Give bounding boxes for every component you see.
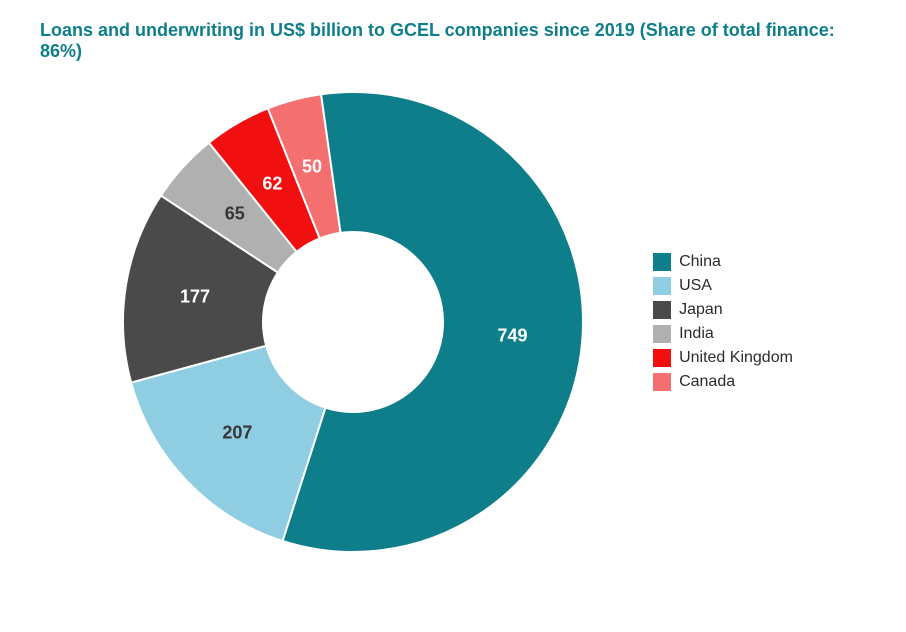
legend-label: Japan — [679, 301, 723, 319]
chart-title: Loans and underwriting in US$ billion to… — [40, 20, 866, 62]
legend-label: China — [679, 253, 721, 271]
legend-label: Canada — [679, 373, 735, 391]
slice-value-china: 749 — [497, 325, 527, 346]
slice-value-canada: 50 — [302, 157, 322, 178]
donut-chart: 749 207 177 65 62 50 — [113, 82, 593, 562]
legend-swatch — [653, 325, 671, 343]
slice-value-united-kingdom: 62 — [262, 173, 282, 194]
slice-value-usa: 207 — [222, 422, 252, 443]
legend-label: India — [679, 325, 714, 343]
chart-area: 749 207 177 65 62 50 China USA Japan India United… — [40, 82, 866, 562]
legend-item-united-kingdom: United Kingdom — [653, 349, 793, 367]
legend-label: USA — [679, 277, 712, 295]
slice-value-japan: 177 — [180, 286, 210, 307]
legend-item-japan: Japan — [653, 301, 793, 319]
legend-swatch — [653, 301, 671, 319]
legend-item-canada: Canada — [653, 373, 793, 391]
legend: China USA Japan India United Kingdom Canada — [653, 253, 793, 391]
legend-label: United Kingdom — [679, 349, 793, 367]
slice-value-india: 65 — [225, 204, 245, 225]
legend-swatch — [653, 277, 671, 295]
legend-swatch — [653, 373, 671, 391]
legend-item-usa: USA — [653, 277, 793, 295]
legend-item-india: India — [653, 325, 793, 343]
legend-swatch — [653, 253, 671, 271]
legend-item-china: China — [653, 253, 793, 271]
legend-swatch — [653, 349, 671, 367]
